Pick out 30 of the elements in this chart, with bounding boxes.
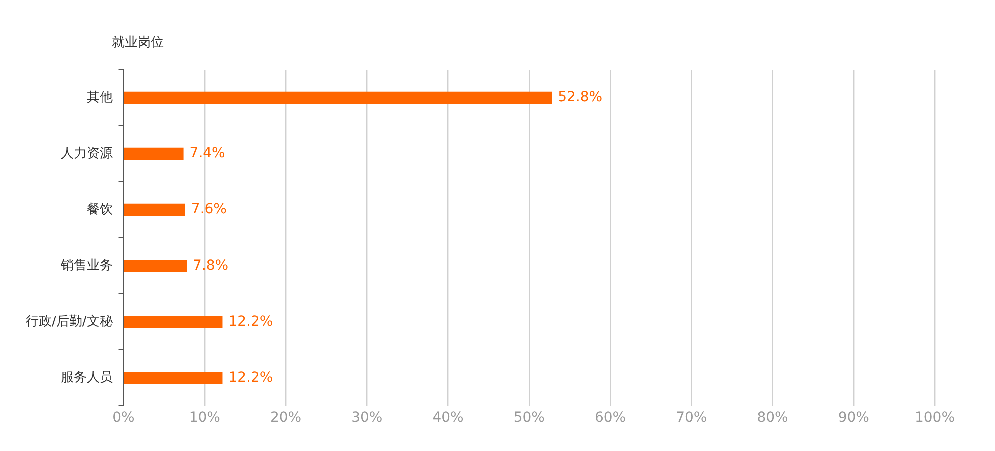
x-tick-label: 60% (594, 410, 626, 426)
y-tick-label: 服务人员 (60, 370, 113, 386)
y-tick-label: 人力资源 (60, 146, 113, 162)
y-axis-title: 就业岗位 (112, 35, 164, 50)
bar (124, 260, 188, 272)
x-tick-label: 70% (676, 410, 708, 426)
data-label: 7.8% (193, 258, 229, 274)
y-tick-label: 其他 (86, 90, 113, 106)
data-label: 7.6% (191, 202, 227, 218)
x-tick-label: 90% (838, 410, 870, 426)
bar (124, 204, 186, 216)
x-tick-label: 40% (432, 410, 464, 426)
x-tick-label: 0% (112, 410, 135, 426)
data-label: 7.4% (190, 146, 226, 162)
data-label: 52.8% (558, 90, 603, 106)
x-tick-label: 20% (270, 410, 302, 426)
data-label: 12.2% (228, 370, 274, 386)
bar (124, 372, 223, 384)
x-tick-label: 50% (514, 410, 545, 426)
x-tick-label: 100% (914, 410, 956, 426)
x-tick-label: 80% (757, 410, 788, 426)
y-tick-label: 行政/后勤/文秘 (26, 314, 113, 330)
bar (124, 148, 184, 160)
y-tick-label: 销售业务 (60, 258, 113, 274)
data-label: 12.2% (228, 314, 274, 330)
bar (124, 316, 223, 328)
x-tick-label: 10% (189, 410, 220, 426)
x-tick-label: 30% (352, 410, 383, 426)
bar (124, 92, 552, 104)
y-tick-label: 餐饮 (86, 202, 113, 218)
